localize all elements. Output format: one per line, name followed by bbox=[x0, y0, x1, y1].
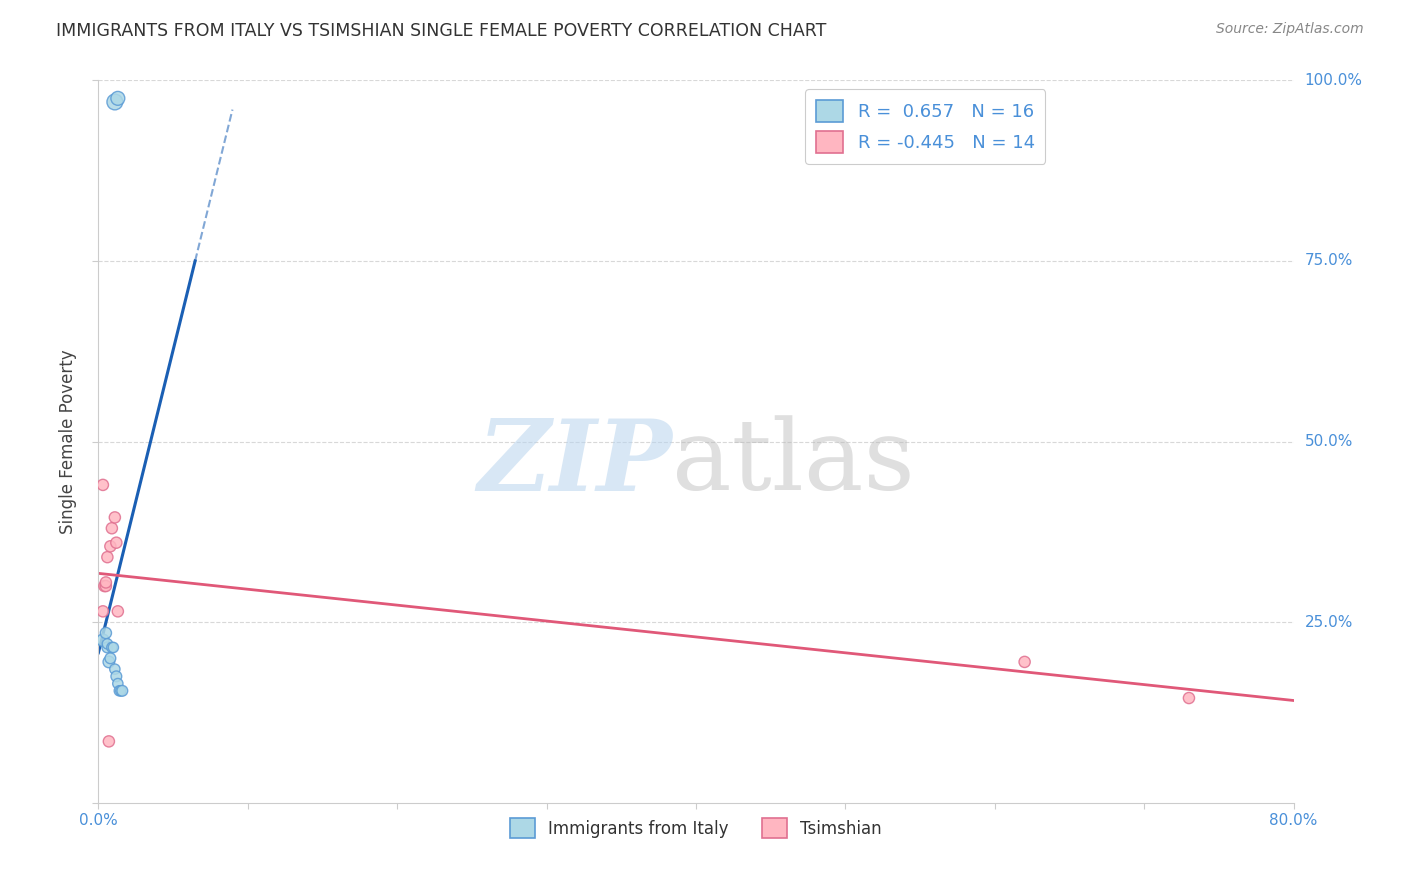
Text: atlas: atlas bbox=[672, 416, 915, 511]
Point bbox=[107, 604, 129, 618]
Point bbox=[96, 550, 118, 565]
Point bbox=[108, 683, 131, 698]
Point bbox=[96, 640, 118, 655]
Point bbox=[104, 662, 127, 676]
Point bbox=[105, 669, 128, 683]
Point bbox=[101, 521, 124, 535]
Point bbox=[94, 575, 117, 590]
Legend: Immigrants from Italy, Tsimshian: Immigrants from Italy, Tsimshian bbox=[503, 812, 889, 845]
Point bbox=[111, 683, 134, 698]
Y-axis label: Single Female Poverty: Single Female Poverty bbox=[59, 350, 77, 533]
Point bbox=[107, 676, 129, 690]
Point bbox=[104, 510, 127, 524]
Point bbox=[97, 734, 120, 748]
Text: 25.0%: 25.0% bbox=[1305, 615, 1353, 630]
Point bbox=[107, 91, 129, 105]
Text: IMMIGRANTS FROM ITALY VS TSIMSHIAN SINGLE FEMALE POVERTY CORRELATION CHART: IMMIGRANTS FROM ITALY VS TSIMSHIAN SINGL… bbox=[56, 22, 827, 40]
Point bbox=[1178, 691, 1201, 706]
Point bbox=[93, 579, 115, 593]
Point bbox=[1014, 655, 1036, 669]
Point bbox=[97, 655, 120, 669]
Text: Source: ZipAtlas.com: Source: ZipAtlas.com bbox=[1216, 22, 1364, 37]
Text: 50.0%: 50.0% bbox=[1305, 434, 1353, 449]
Point bbox=[101, 640, 124, 655]
Point bbox=[91, 633, 114, 648]
Text: 100.0%: 100.0% bbox=[1305, 73, 1362, 87]
Point bbox=[103, 640, 125, 655]
Point bbox=[91, 604, 114, 618]
Text: 75.0%: 75.0% bbox=[1305, 253, 1353, 268]
Point bbox=[104, 95, 127, 109]
Point bbox=[94, 626, 117, 640]
Point bbox=[98, 651, 122, 665]
Text: ZIP: ZIP bbox=[477, 415, 672, 511]
Point bbox=[91, 478, 114, 492]
Point bbox=[98, 539, 122, 553]
Point bbox=[105, 535, 128, 549]
Point bbox=[94, 579, 117, 593]
Point bbox=[96, 637, 118, 651]
Point bbox=[110, 683, 132, 698]
